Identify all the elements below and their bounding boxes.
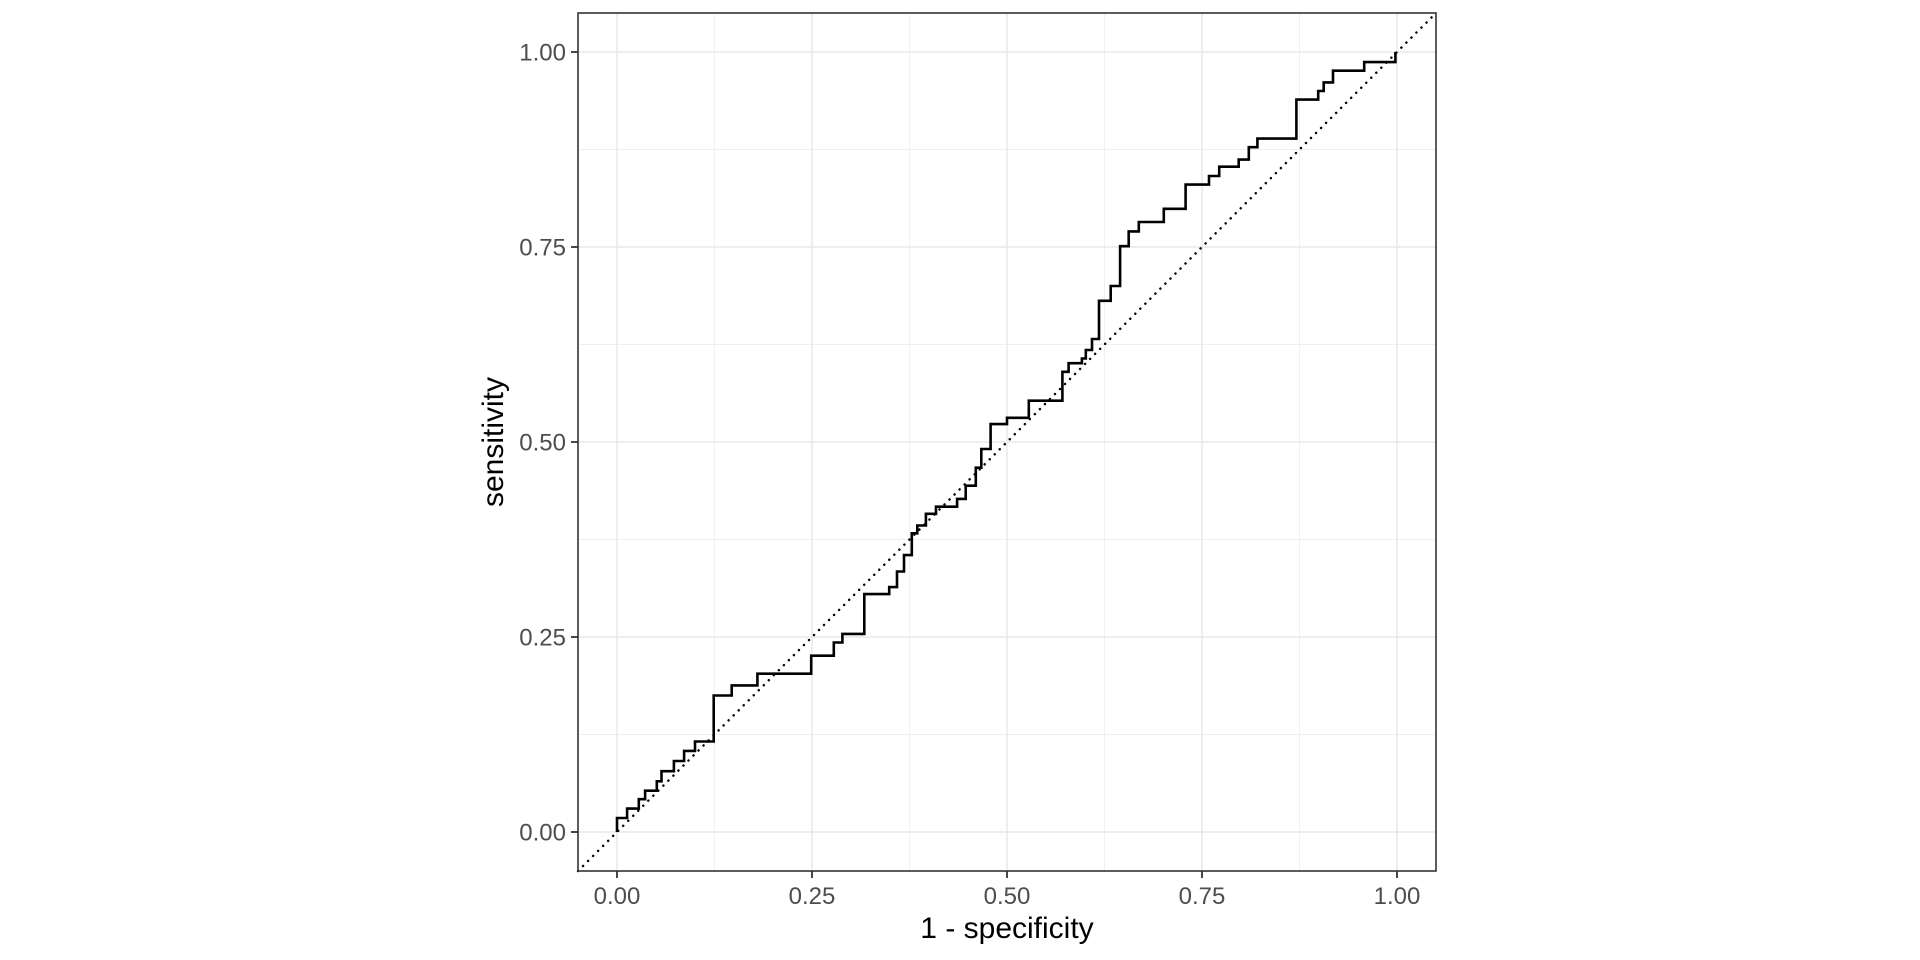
y-tick-label: 1.00: [519, 40, 566, 67]
axis-tick-labels: 0.00 0.25 0.50 0.75 1.00 0.00 0.25 0.50 0.75 1.00: [519, 40, 1420, 911]
y-tick-label: 0.25: [519, 625, 566, 652]
y-tick-label: 0.50: [519, 430, 566, 457]
x-tick-label: 0.75: [1179, 883, 1226, 910]
axis-tick-marks: [571, 51, 1398, 878]
roc-curve-line: [615, 52, 1397, 832]
x-tick-label: 1.00: [1374, 883, 1421, 910]
y-tick-label: 0.75: [519, 235, 566, 262]
roc-curve-path: [615, 52, 1397, 832]
major-gridlines: [578, 13, 1436, 871]
x-tick-label: 0.50: [984, 883, 1031, 910]
x-axis-title: 1 - specificity: [920, 912, 1093, 945]
x-tick-label: 0.00: [594, 883, 641, 910]
x-tick-label: 0.25: [789, 883, 836, 910]
y-axis-title: sensitivity: [477, 377, 510, 507]
y-tick-label: 0.00: [519, 820, 566, 847]
